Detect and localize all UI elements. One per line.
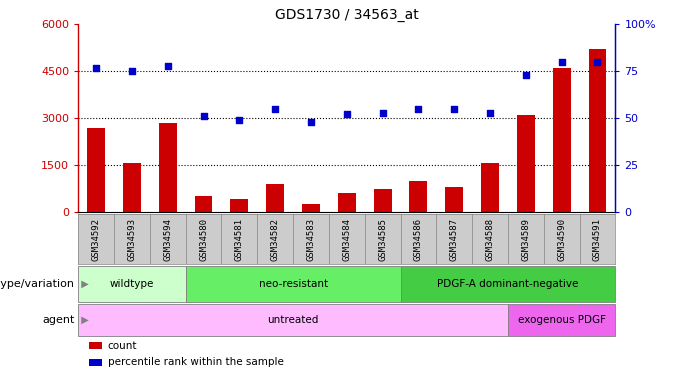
Point — [377, 110, 388, 116]
Point — [126, 68, 137, 74]
Text: GSM34590: GSM34590 — [557, 218, 566, 261]
Text: count: count — [107, 340, 137, 351]
Text: GSM34582: GSM34582 — [271, 218, 279, 261]
Bar — [89, 342, 103, 350]
Point — [305, 119, 316, 125]
Point — [198, 113, 209, 119]
Text: GSM34583: GSM34583 — [307, 218, 316, 261]
Bar — [186, 266, 401, 302]
Point — [592, 59, 603, 65]
Bar — [481, 162, 499, 212]
Text: ▶: ▶ — [75, 279, 88, 289]
Text: agent: agent — [42, 315, 75, 325]
Text: GSM34581: GSM34581 — [235, 218, 244, 261]
Point — [90, 64, 101, 70]
Point — [413, 106, 424, 112]
Text: neo-resistant: neo-resistant — [258, 279, 328, 289]
Text: GSM34587: GSM34587 — [449, 218, 459, 261]
Text: GSM34593: GSM34593 — [127, 218, 137, 261]
Bar — [409, 181, 427, 212]
Text: GSM34586: GSM34586 — [414, 218, 423, 261]
Bar — [78, 304, 508, 336]
Bar — [78, 266, 186, 302]
Text: ▶: ▶ — [75, 315, 88, 325]
Point — [520, 72, 531, 78]
Point — [270, 106, 281, 112]
Text: GSM34584: GSM34584 — [342, 218, 352, 261]
Bar — [588, 50, 607, 212]
Bar — [517, 115, 534, 212]
Bar — [553, 68, 571, 212]
Point — [163, 63, 173, 69]
Point — [234, 117, 245, 123]
Text: GSM34594: GSM34594 — [163, 218, 172, 261]
Text: exogenous PDGF: exogenous PDGF — [517, 315, 606, 325]
Text: PDGF-A dominant-negative: PDGF-A dominant-negative — [437, 279, 579, 289]
Text: GSM34585: GSM34585 — [378, 218, 387, 261]
Text: GSM34592: GSM34592 — [92, 218, 101, 261]
Bar — [158, 123, 177, 212]
Text: genotype/variation: genotype/variation — [0, 279, 75, 289]
Bar — [194, 196, 212, 212]
Text: untreated: untreated — [267, 315, 319, 325]
Text: GSM34589: GSM34589 — [522, 218, 530, 261]
Bar — [87, 128, 105, 212]
Text: GSM34591: GSM34591 — [593, 218, 602, 261]
Bar — [508, 304, 615, 336]
Bar — [338, 192, 356, 212]
Point — [449, 106, 460, 112]
Title: GDS1730 / 34563_at: GDS1730 / 34563_at — [275, 8, 419, 22]
Bar — [231, 200, 248, 212]
Text: percentile rank within the sample: percentile rank within the sample — [107, 357, 284, 368]
Bar — [89, 359, 103, 366]
Bar — [266, 184, 284, 212]
Bar — [401, 266, 615, 302]
Point — [341, 111, 352, 117]
Bar — [123, 164, 141, 212]
Text: wildtype: wildtype — [109, 279, 154, 289]
Point — [485, 110, 496, 116]
Bar — [302, 204, 320, 212]
Text: GSM34588: GSM34588 — [486, 218, 494, 261]
Point — [556, 59, 567, 65]
Bar — [445, 187, 463, 212]
Text: GSM34580: GSM34580 — [199, 218, 208, 261]
Bar — [374, 189, 392, 212]
